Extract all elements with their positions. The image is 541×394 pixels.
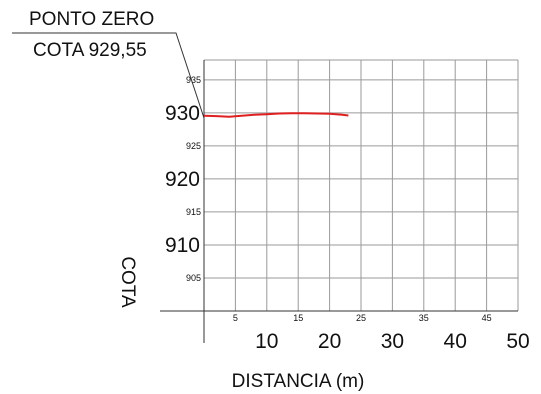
series-layer bbox=[203, 112, 349, 118]
elevation-profile-line bbox=[203, 112, 349, 118]
y-minor-tick-label: 925 bbox=[186, 141, 201, 151]
x-minor-tick-label: 35 bbox=[419, 313, 429, 323]
x-minor-tick-label: 15 bbox=[293, 313, 303, 323]
x-tick-labels: 5 15 25 35 45 10 20 30 40 50 bbox=[233, 313, 530, 353]
x-axis-label: DISTANCIA (m) bbox=[232, 371, 365, 392]
x-major-tick-label: 10 bbox=[255, 330, 278, 353]
x-major-tick-label: 20 bbox=[318, 330, 341, 353]
ponto-zero-leader-line bbox=[12, 32, 205, 119]
cota-value-label: COTA 929,55 bbox=[33, 40, 147, 61]
y-minor-tick-label: 915 bbox=[186, 207, 201, 217]
x-major-tick-label: 30 bbox=[381, 330, 404, 353]
y-tick-labels: 935 925 915 905 930 920 910 bbox=[165, 75, 201, 283]
x-minor-tick-label: 45 bbox=[482, 313, 492, 323]
grid-lines bbox=[204, 59, 519, 311]
y-minor-tick-label: 905 bbox=[186, 273, 201, 283]
y-minor-tick-label: 935 bbox=[186, 75, 201, 85]
x-major-tick-label: 40 bbox=[444, 330, 467, 353]
axes bbox=[160, 60, 518, 343]
y-major-tick-label: 910 bbox=[165, 234, 200, 257]
y-major-tick-label: 920 bbox=[165, 168, 200, 191]
x-minor-tick-label: 5 bbox=[233, 313, 238, 323]
x-major-tick-label: 50 bbox=[506, 330, 529, 353]
ponto-zero-label: PONTO ZERO bbox=[29, 9, 154, 30]
y-axis-label: COTA bbox=[117, 256, 138, 308]
x-minor-tick-label: 25 bbox=[356, 313, 366, 323]
y-major-tick-label: 930 bbox=[165, 102, 200, 125]
